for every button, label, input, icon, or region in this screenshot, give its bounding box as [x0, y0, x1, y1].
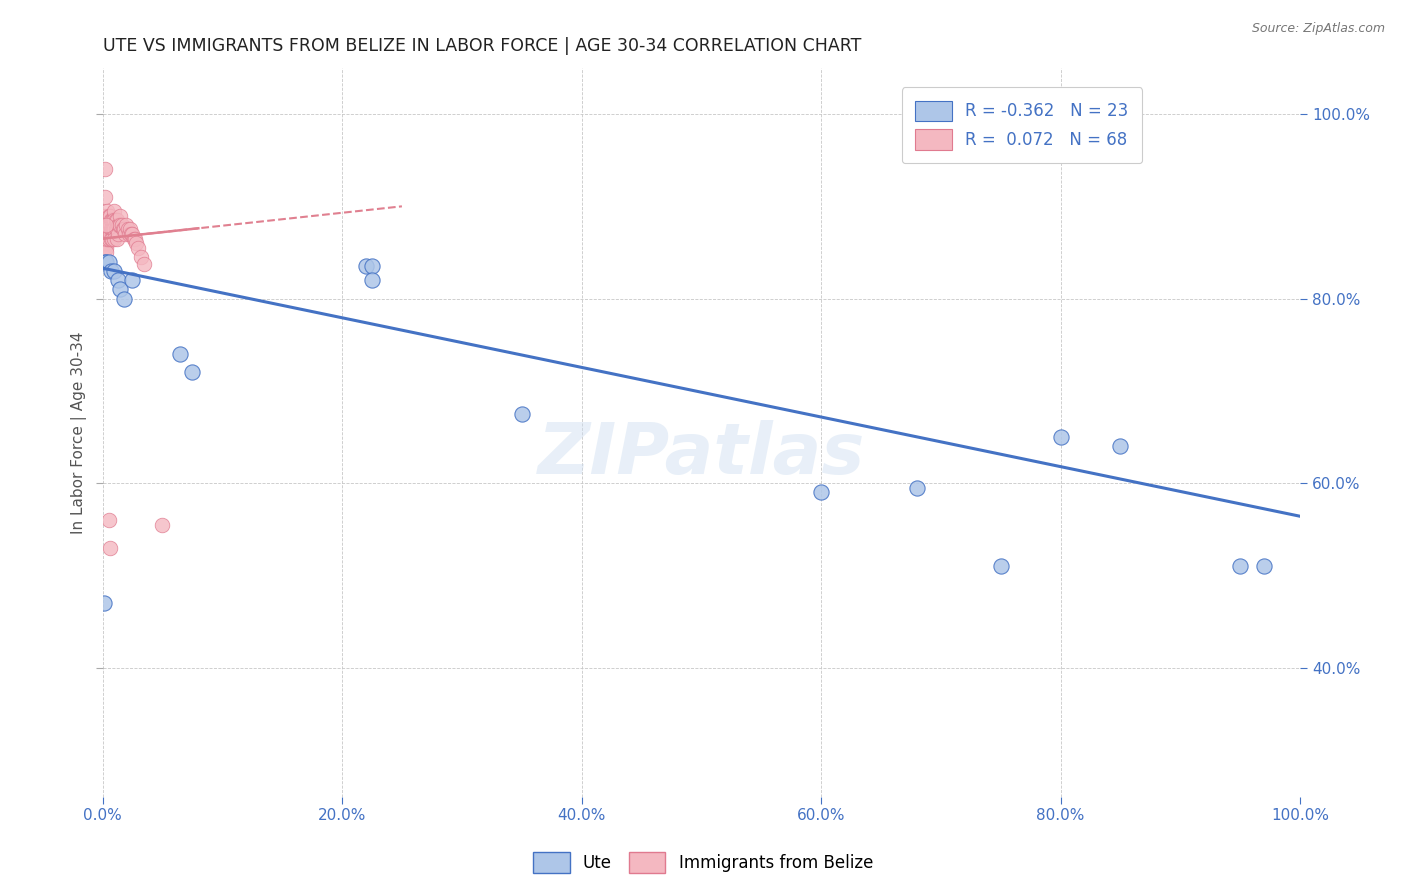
- Point: [107, 218, 129, 232]
- Text: UTE VS IMMIGRANTS FROM BELIZE IN LABOR FORCE | AGE 30-34 CORRELATION CHART: UTE VS IMMIGRANTS FROM BELIZE IN LABOR F…: [103, 37, 860, 55]
- Point: [120, 222, 142, 236]
- Point: [103, 222, 125, 236]
- Point: [121, 227, 143, 241]
- Point: [93, 596, 115, 610]
- Point: [103, 232, 125, 246]
- Point: [361, 273, 384, 287]
- Point: [108, 218, 131, 232]
- Point: [105, 232, 128, 246]
- Point: [97, 218, 120, 232]
- Point: [115, 218, 138, 232]
- Point: [94, 241, 117, 255]
- Point: [94, 254, 117, 268]
- Point: [100, 232, 122, 246]
- Point: [105, 213, 128, 227]
- Point: [114, 227, 136, 241]
- Point: [94, 254, 117, 268]
- Point: [98, 218, 121, 232]
- Point: [103, 213, 125, 227]
- Point: [117, 222, 139, 236]
- Point: [125, 236, 148, 251]
- Point: [121, 273, 143, 287]
- Point: [94, 190, 117, 204]
- Point: [122, 232, 145, 246]
- Point: [94, 236, 117, 251]
- Point: [93, 250, 115, 264]
- Point: [110, 282, 132, 296]
- Point: [96, 222, 118, 236]
- Point: [93, 227, 115, 241]
- Point: [98, 209, 121, 223]
- Point: [101, 222, 124, 236]
- Point: [94, 209, 117, 223]
- Point: [96, 218, 118, 232]
- Point: [810, 485, 832, 500]
- Point: [111, 222, 134, 236]
- Point: [990, 559, 1012, 574]
- Point: [100, 264, 122, 278]
- Point: [98, 227, 121, 241]
- Point: [103, 213, 125, 227]
- Point: [94, 232, 117, 246]
- Point: [94, 218, 117, 232]
- Point: [152, 517, 174, 532]
- Point: [510, 407, 533, 421]
- Point: [104, 222, 127, 236]
- Point: [107, 273, 129, 287]
- Point: [94, 162, 117, 177]
- Point: [94, 227, 117, 241]
- Point: [101, 213, 124, 227]
- Point: [97, 513, 120, 527]
- Legend: R = -0.362   N = 23, R =  0.072   N = 68: R = -0.362 N = 23, R = 0.072 N = 68: [903, 87, 1142, 163]
- Point: [105, 222, 128, 236]
- Point: [1253, 559, 1275, 574]
- Point: [181, 365, 204, 379]
- Point: [127, 241, 149, 255]
- Point: [1109, 439, 1132, 453]
- Point: [100, 213, 122, 227]
- Point: [112, 292, 135, 306]
- Point: [100, 222, 122, 236]
- Point: [93, 241, 115, 255]
- Point: [129, 250, 152, 264]
- Point: [97, 209, 120, 223]
- Point: [111, 218, 134, 232]
- Point: [169, 347, 191, 361]
- Point: [354, 260, 377, 274]
- Point: [96, 232, 118, 246]
- Point: [124, 232, 146, 246]
- Point: [1049, 430, 1071, 444]
- Point: [94, 218, 117, 232]
- Point: [96, 203, 118, 218]
- Point: [120, 227, 142, 241]
- Point: [103, 222, 125, 236]
- Legend: Ute, Immigrants from Belize: Ute, Immigrants from Belize: [526, 846, 880, 880]
- Point: [93, 236, 115, 251]
- Text: Source: ZipAtlas.com: Source: ZipAtlas.com: [1251, 22, 1385, 36]
- Point: [118, 227, 141, 241]
- Point: [110, 218, 132, 232]
- Point: [107, 227, 129, 241]
- Point: [1229, 559, 1251, 574]
- Point: [94, 236, 117, 251]
- Point: [905, 481, 928, 495]
- Point: [110, 209, 132, 223]
- Y-axis label: In Labor Force | Age 30-34: In Labor Force | Age 30-34: [72, 331, 87, 533]
- Point: [98, 541, 121, 555]
- Point: [97, 222, 120, 236]
- Point: [94, 227, 117, 241]
- Point: [97, 232, 120, 246]
- Point: [103, 264, 125, 278]
- Point: [104, 213, 127, 227]
- Point: [97, 254, 120, 268]
- Point: [134, 256, 156, 270]
- Point: [361, 260, 384, 274]
- Point: [112, 222, 135, 236]
- Text: ZIPatlas: ZIPatlas: [537, 419, 865, 489]
- Point: [101, 232, 124, 246]
- Point: [94, 245, 117, 260]
- Point: [103, 203, 125, 218]
